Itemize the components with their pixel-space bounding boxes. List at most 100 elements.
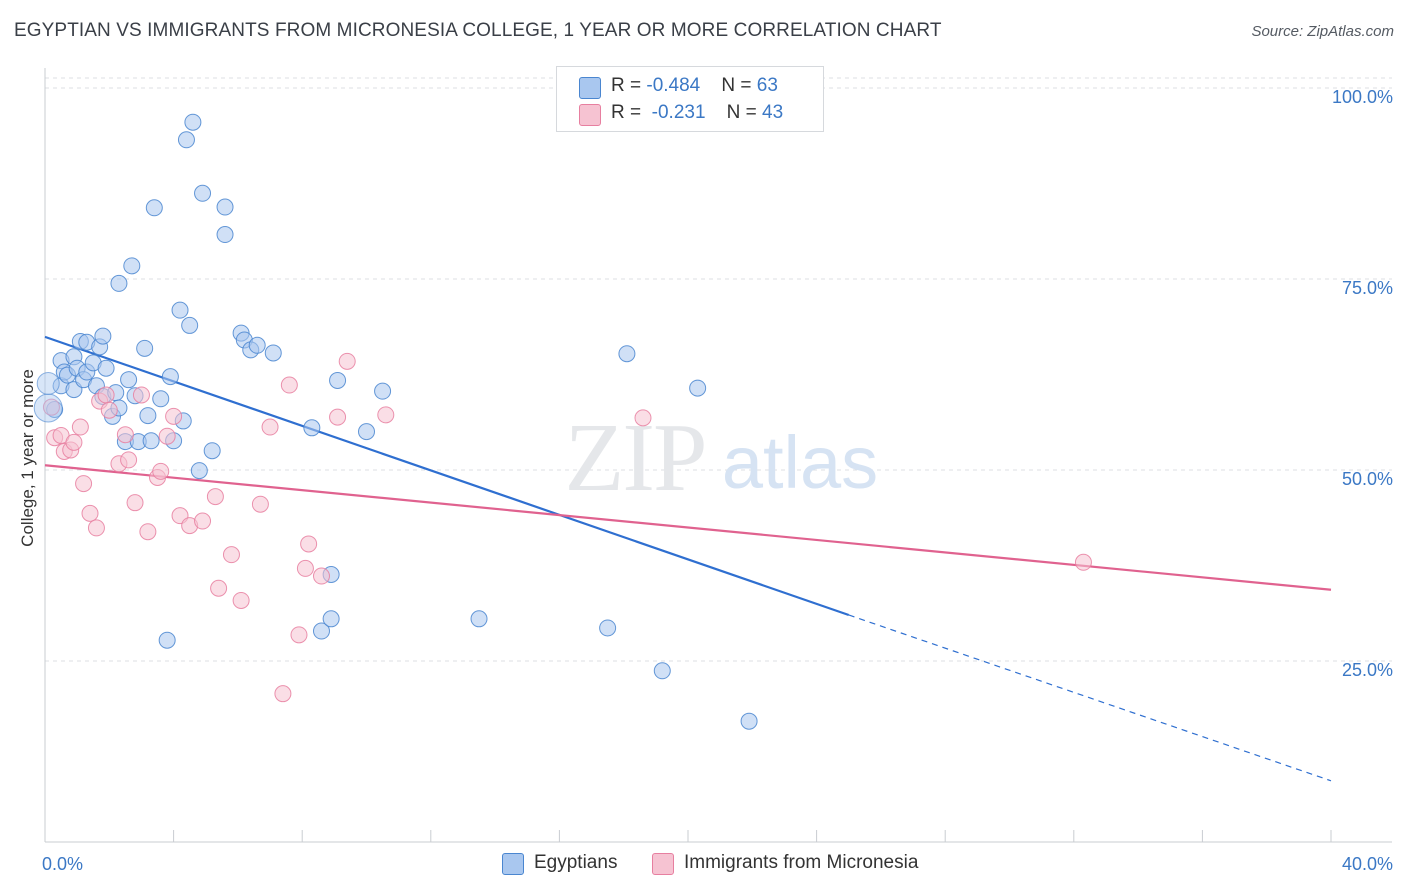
micronesia-point — [338, 352, 356, 370]
y-tick-label: 75.0% — [1342, 278, 1393, 298]
micronesia-point — [300, 535, 318, 553]
micronesia-point — [75, 475, 93, 493]
egyptians-point — [142, 432, 160, 450]
micronesia-point — [132, 386, 150, 404]
egyptians-point — [123, 257, 141, 275]
gridlines — [45, 77, 1392, 662]
n-label: N = — [721, 75, 757, 96]
micronesia-swatch — [579, 104, 601, 126]
micronesia-point — [312, 567, 330, 585]
series-legend: Egyptians Immigrants from Micronesia — [0, 851, 1406, 877]
legend-label-egyptians: Egyptians — [534, 852, 618, 873]
micronesia-point — [65, 433, 83, 451]
micronesia-legend-swatch — [652, 853, 674, 875]
micronesia-point — [100, 401, 118, 419]
micronesia-point — [280, 376, 298, 394]
egyptians-point — [184, 113, 202, 131]
egyptians-point — [33, 393, 63, 423]
egyptians-point — [618, 345, 636, 363]
egyptians-point — [158, 631, 176, 649]
micronesia-point — [206, 488, 224, 506]
stats-legend: R = -0.484 N = 63 R = -0.231 N = 43 — [556, 66, 824, 132]
egyptians-point — [470, 610, 488, 628]
micronesia-point — [290, 626, 308, 644]
egyptians-point — [740, 712, 758, 730]
micronesia-point — [152, 462, 170, 480]
x-tick-label: 40.0% — [1342, 854, 1393, 874]
trend-lines — [44, 335, 1332, 782]
micronesia-point — [97, 386, 115, 404]
egyptians-point — [689, 379, 707, 397]
egyptians-point — [181, 316, 199, 334]
egyptians-trend-line — [44, 335, 850, 617]
micronesia-point — [222, 546, 240, 564]
r-value: -0.484 — [646, 75, 701, 96]
tick-labels: 25.0% 50.0% 75.0% 100.0% 0.0% 40.0% — [42, 87, 1393, 874]
egyptians-point — [194, 184, 212, 202]
egyptians-point — [264, 344, 282, 362]
watermark: ZIP atlas — [565, 404, 879, 512]
egyptians-point — [161, 368, 179, 386]
egyptians-point — [216, 198, 234, 216]
micronesia-point — [251, 495, 269, 513]
egyptians-point — [248, 336, 266, 354]
micronesia-point — [126, 494, 144, 512]
egyptians-trend-extension — [848, 614, 1332, 782]
egyptians-point — [312, 622, 330, 640]
egyptians-point — [653, 662, 671, 680]
axes — [44, 68, 1392, 843]
y-tick-label: 50.0% — [1342, 469, 1393, 489]
micronesia-point — [120, 451, 138, 469]
r-value: -0.231 — [651, 102, 706, 123]
y-tick-label: 100.0% — [1332, 87, 1393, 107]
micronesia-trend-line — [44, 464, 1332, 591]
micronesia-point — [165, 407, 183, 425]
micronesia-point — [634, 409, 652, 427]
micronesia-point — [139, 523, 157, 541]
micronesia-point — [81, 504, 99, 522]
source-credit: Source: ZipAtlas.com — [1251, 23, 1394, 40]
egyptians-point — [303, 419, 321, 437]
micronesia-point — [210, 579, 228, 597]
egyptians-point — [152, 390, 170, 408]
micronesia-point — [71, 418, 89, 436]
y-tick-label: 25.0% — [1342, 660, 1393, 680]
r-label: R = — [611, 102, 647, 123]
watermark-atlas: atlas — [722, 421, 878, 504]
egyptians-point — [374, 382, 392, 400]
egyptians-point — [216, 226, 234, 244]
egyptians-swatch — [579, 77, 601, 99]
egyptians-point — [190, 462, 208, 480]
r-label: R = — [611, 75, 647, 96]
egyptians-point — [322, 610, 340, 628]
chart-title: EGYPTIAN VS IMMIGRANTS FROM MICRONESIA C… — [14, 20, 942, 41]
egyptians-point — [94, 327, 112, 345]
micronesia-point — [232, 591, 250, 609]
egyptians-point — [145, 199, 163, 217]
micronesia-point — [116, 426, 134, 444]
micronesia-point — [296, 559, 314, 577]
micronesia-point — [274, 685, 292, 703]
legend-label-micronesia: Immigrants from Micronesia — [684, 852, 919, 873]
egyptians-point — [203, 442, 221, 460]
micronesia-point — [42, 398, 60, 416]
micronesia-point — [87, 519, 105, 537]
micronesia-point — [1074, 553, 1092, 571]
egyptians-point — [358, 423, 375, 441]
egyptians-point — [136, 339, 154, 357]
micronesia-point — [329, 408, 347, 426]
n-value: 63 — [756, 75, 778, 96]
micronesia-point — [377, 406, 395, 424]
egyptians-point — [177, 131, 195, 149]
micronesia-point — [158, 427, 176, 445]
egyptians-point — [599, 619, 617, 637]
egyptians-point — [110, 274, 128, 292]
egyptians-point — [97, 359, 115, 377]
egyptians-legend-swatch — [502, 853, 524, 875]
n-value: 43 — [762, 102, 784, 123]
egyptians-point — [139, 407, 157, 425]
egyptians-point — [329, 371, 347, 389]
egyptians-point — [120, 371, 138, 389]
x-tick-label: 0.0% — [42, 854, 83, 874]
n-label: N = — [726, 102, 763, 123]
